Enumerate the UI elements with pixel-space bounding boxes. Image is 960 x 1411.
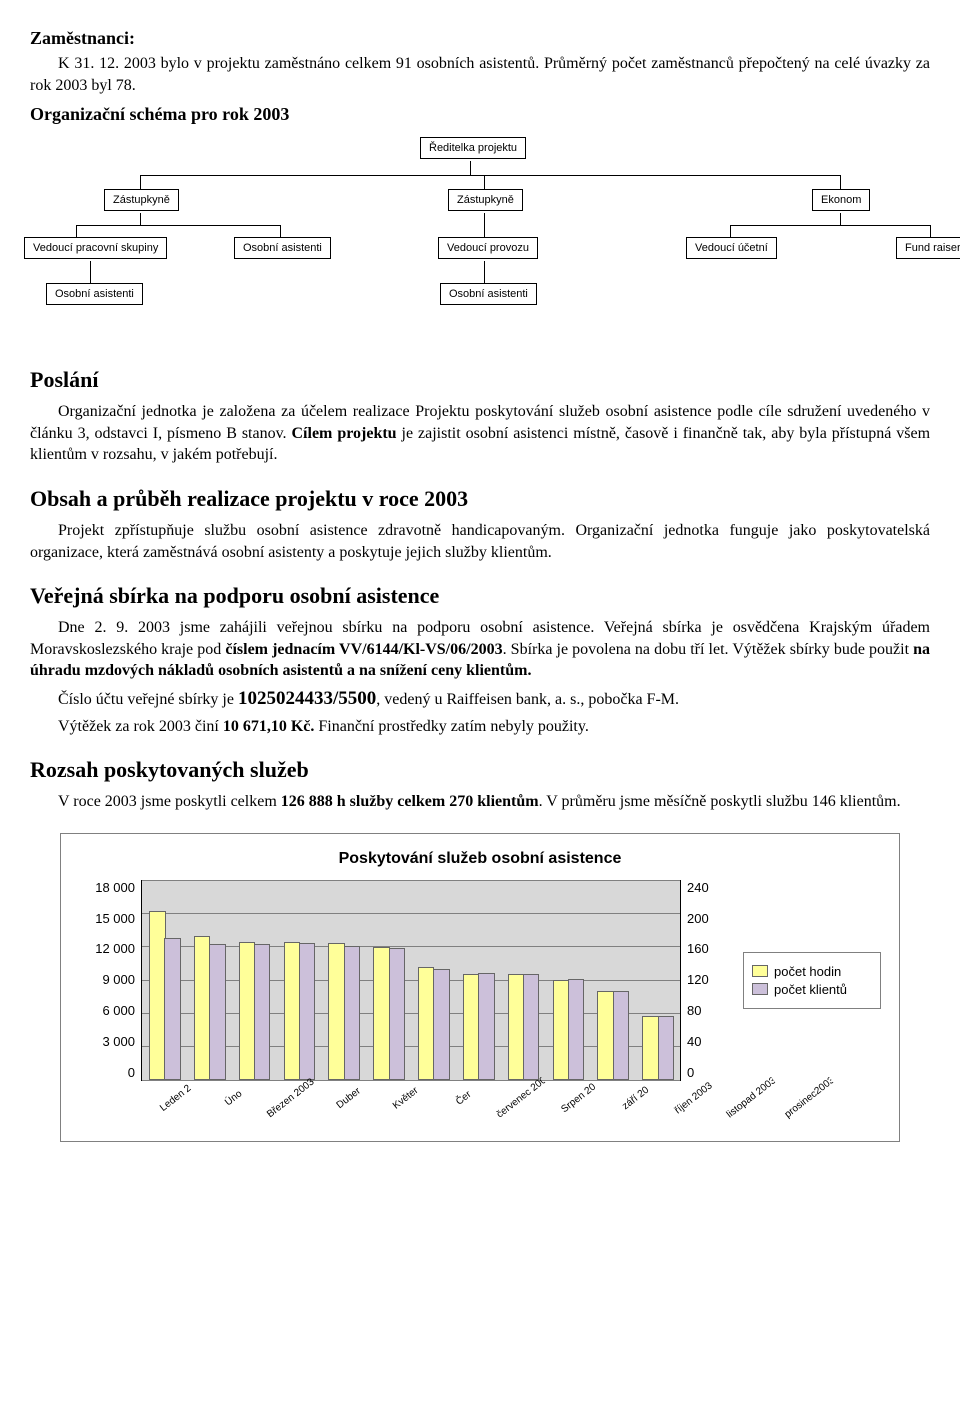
chart-category xyxy=(635,880,680,1080)
legend-label-clients: počet klientů xyxy=(774,982,847,997)
org-node-account-lead: Vedoucí účetní xyxy=(686,237,777,259)
bar-clients xyxy=(344,946,360,1080)
bar-clients xyxy=(523,974,539,1079)
y-tick-left: 9 000 xyxy=(102,972,135,987)
y-tick-left: 12 000 xyxy=(95,941,135,956)
content-heading: Obsah a průběh realizace projektu v roce… xyxy=(30,486,930,512)
y-tick-left: 3 000 xyxy=(102,1034,135,1049)
y-tick-right: 120 xyxy=(687,972,709,987)
chart-category xyxy=(456,880,501,1080)
bar-clients xyxy=(568,979,584,1079)
collection-p1c: . Sbírka je povolena na dobu tří let. Vý… xyxy=(503,641,914,658)
content-text: Projekt zpřístupňuje službu osobní asist… xyxy=(30,520,930,563)
legend-clients: počet klientů xyxy=(752,982,872,997)
collection-account: 1025024433/5500 xyxy=(238,688,376,709)
chart-category xyxy=(590,880,635,1080)
collection-p2c: , vedený u Raiffeisen bank, a. s., poboč… xyxy=(376,691,679,708)
collection-amount: 10 671,10 Kč. xyxy=(223,718,315,735)
y-tick-left: 18 000 xyxy=(95,880,135,895)
org-node-economist: Ekonom xyxy=(812,189,870,211)
bar-hours xyxy=(463,974,479,1079)
y-tick-right: 80 xyxy=(687,1003,701,1018)
bar-clients xyxy=(299,943,315,1080)
bar-hours xyxy=(418,967,434,1080)
bar-hours xyxy=(553,980,569,1080)
chart-title: Poskytování služeb osobní asistence xyxy=(79,850,881,868)
chart-right-axis: 24020016012080400 xyxy=(681,880,729,1080)
bar-hours xyxy=(597,991,613,1080)
chart-category xyxy=(545,880,590,1080)
scope-text: V roce 2003 jsme poskytli celkem 126 888… xyxy=(30,791,930,813)
chart-left-axis: 18 000 15 000 12 000 9 000 6 000 3 000 0 xyxy=(79,880,141,1080)
bar-hours xyxy=(508,974,524,1079)
chart-category xyxy=(142,880,187,1080)
chart-category xyxy=(232,880,277,1080)
bar-hours xyxy=(194,936,210,1080)
org-node-assistants-a: Osobní asistenti xyxy=(46,283,143,305)
chart-plot xyxy=(141,880,681,1081)
bar-clients xyxy=(658,1016,674,1080)
chart-category xyxy=(187,880,232,1080)
mission-text-bold: Cílem projektu xyxy=(292,425,397,442)
org-node-ops-lead: Vedoucí provozu xyxy=(438,237,538,259)
legend-label-hours: počet hodin xyxy=(774,964,841,979)
chart-category xyxy=(321,880,366,1080)
org-node-director: Ředitelka projektu xyxy=(420,137,526,159)
scope-bold: 126 888 h služby celkem 270 klientům xyxy=(281,793,539,810)
bar-clients xyxy=(209,944,225,1079)
org-node-fundraiser: Fund raiser xyxy=(896,237,960,259)
chart-category xyxy=(366,880,411,1080)
service-chart: Poskytování služeb osobní asistence 18 0… xyxy=(60,833,900,1142)
employees-heading: Zaměstnanci: xyxy=(30,28,930,49)
employees-text: K 31. 12. 2003 bylo v projektu zaměstnán… xyxy=(30,53,930,96)
bar-clients xyxy=(478,973,494,1080)
collection-p3c: Finanční prostředky zatím nebyly použity… xyxy=(314,718,588,735)
collection-p2a: Číslo účtu veřejné sbírky je xyxy=(58,691,238,708)
mission-text: Organizační jednotka je založena za účel… xyxy=(30,401,930,466)
org-heading: Organizační schéma pro rok 2003 xyxy=(30,104,930,125)
scope-a: V roce 2003 jsme poskytli celkem xyxy=(58,793,281,810)
collection-refno: číslem jednacím VV/6144/Kl-VS/06/2003 xyxy=(225,641,502,658)
y-tick-right: 200 xyxy=(687,911,709,926)
collection-p3: Výtěžek za rok 2003 činí 10 671,10 Kč. F… xyxy=(30,716,930,738)
y-tick-left: 0 xyxy=(128,1065,135,1080)
org-chart: Ředitelka projektu Zástupkyně Zástupkyně… xyxy=(30,137,930,347)
bar-hours xyxy=(149,911,165,1080)
collection-heading: Veřejná sbírka na podporu osobní asisten… xyxy=(30,583,930,609)
org-node-deputy2: Zástupkyně xyxy=(448,189,523,211)
bar-hours xyxy=(239,942,255,1080)
bar-hours xyxy=(328,943,344,1079)
scope-c: . V průměru jsme měsíčně poskytli službu… xyxy=(539,793,901,810)
org-node-assistants1: Osobní asistenti xyxy=(234,237,331,259)
y-tick-right: 40 xyxy=(687,1034,701,1049)
chart-category xyxy=(501,880,546,1080)
org-node-group-lead: Vedoucí pracovní skupiny xyxy=(24,237,167,259)
collection-p1: Dne 2. 9. 2003 jsme zahájili veřejnou sb… xyxy=(30,617,930,682)
legend-swatch-hours xyxy=(752,965,768,977)
bar-hours xyxy=(373,947,389,1080)
bar-clients xyxy=(613,991,629,1080)
mission-heading: Poslání xyxy=(30,367,930,393)
bar-clients xyxy=(389,948,405,1080)
bar-clients xyxy=(254,944,270,1079)
chart-category xyxy=(411,880,456,1080)
collection-p3a: Výtěžek za rok 2003 činí xyxy=(58,718,223,735)
collection-p2: Číslo účtu veřejné sbírky je 1025024433/… xyxy=(30,686,930,712)
org-node-deputy1: Zástupkyně xyxy=(104,189,179,211)
y-tick-left: 6 000 xyxy=(102,1003,135,1018)
legend-hours: počet hodin xyxy=(752,964,872,979)
bar-clients xyxy=(433,969,449,1079)
y-tick-right: 240 xyxy=(687,880,709,895)
chart-legend: počet hodin počet klientů xyxy=(743,952,881,1009)
legend-swatch-clients xyxy=(752,983,768,995)
scope-heading: Rozsah poskytovaných služeb xyxy=(30,757,930,783)
y-tick-left: 15 000 xyxy=(95,911,135,926)
chart-x-labels: Leden 2ÚnoBřezen 2003DuberKvěterČerčerve… xyxy=(135,1083,825,1131)
org-node-assistants-b: Osobní asistenti xyxy=(440,283,537,305)
bar-clients xyxy=(164,938,180,1080)
bar-hours xyxy=(284,942,300,1080)
chart-category xyxy=(276,880,321,1080)
y-tick-right: 160 xyxy=(687,941,709,956)
